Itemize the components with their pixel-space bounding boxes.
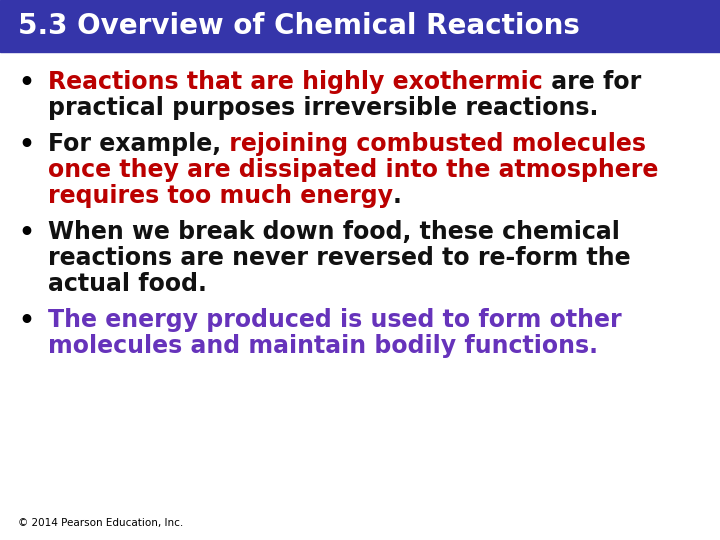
Text: .: . [393, 184, 402, 208]
Bar [0, 0, 720, 52]
Text: are for: are for [543, 70, 641, 94]
Text: •: • [18, 71, 34, 95]
Text: For example,: For example, [48, 132, 221, 156]
Text: once they are dissipated into the atmosphere: once they are dissipated into the atmosp… [48, 158, 658, 182]
Text: 5.3 Overview of Chemical Reactions: 5.3 Overview of Chemical Reactions [18, 12, 580, 40]
Text: © 2014 Pearson Education, Inc.: © 2014 Pearson Education, Inc. [18, 518, 184, 528]
Text: practical purposes irreversible reactions.: practical purposes irreversible reaction… [48, 96, 598, 120]
Text: •: • [18, 309, 34, 333]
Text: rejoining combusted molecules: rejoining combusted molecules [221, 132, 646, 156]
Text: •: • [18, 221, 34, 245]
Text: •: • [18, 133, 34, 157]
Text: reactions are never reversed to re-form the: reactions are never reversed to re-form … [48, 246, 631, 270]
Text: The energy produced is used to form other: The energy produced is used to form othe… [48, 308, 621, 332]
Text: When we break down food, these chemical: When we break down food, these chemical [48, 220, 620, 244]
Text: requires too much energy: requires too much energy [48, 184, 393, 208]
Text: Reactions that are highly exothermic: Reactions that are highly exothermic [48, 70, 543, 94]
Text: molecules and maintain bodily functions.: molecules and maintain bodily functions. [48, 334, 598, 358]
Text: actual food.: actual food. [48, 272, 207, 296]
